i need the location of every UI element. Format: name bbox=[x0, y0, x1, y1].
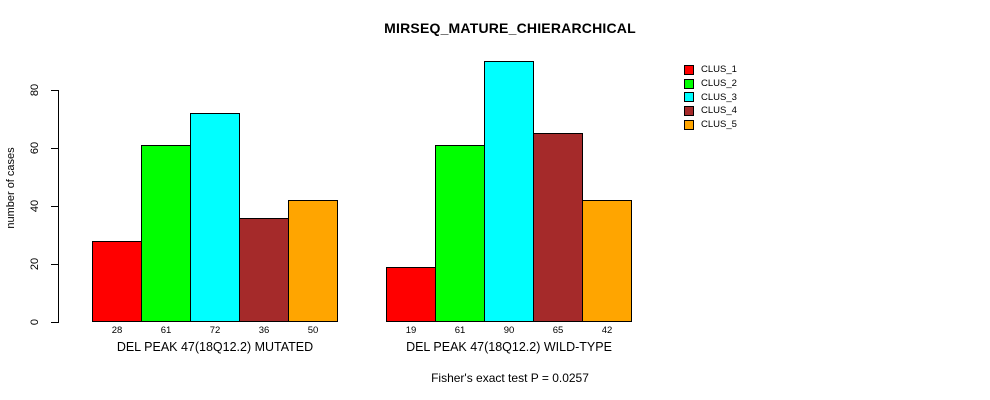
y-axis-label: number of cases bbox=[5, 147, 17, 229]
legend-swatch-clus-4 bbox=[684, 105, 694, 116]
legend-item-clus-3: CLUS_3 bbox=[684, 90, 737, 104]
legend-label-clus-3: CLUS_3 bbox=[701, 91, 737, 103]
bar-clus-3-group-1 bbox=[190, 113, 240, 322]
legend-swatch-clus-1 bbox=[684, 64, 694, 75]
y-tick-label-40: 40 bbox=[29, 199, 41, 213]
bar-value-label-clus-4-group-1: 36 bbox=[258, 325, 270, 336]
group-label-2: DEL PEAK 47(18Q12.2) WILD-TYPE bbox=[406, 340, 612, 354]
y-tick-label-0: 0 bbox=[29, 318, 41, 326]
legend-label-clus-4: CLUS_4 bbox=[701, 105, 737, 117]
bar-value-label-clus-3-group-2: 90 bbox=[503, 325, 515, 336]
legend: CLUS_1 CLUS_2 CLUS_3 CLUS_4 CLUS_5 bbox=[684, 63, 737, 131]
y-tick-label-20: 20 bbox=[29, 257, 41, 271]
y-tick-0 bbox=[51, 322, 58, 323]
legend-item-clus-1: CLUS_1 bbox=[684, 63, 737, 77]
bar-value-label-clus-3-group-1: 72 bbox=[209, 325, 221, 336]
bar-clus-5-group-1 bbox=[288, 200, 338, 322]
legend-label-clus-5: CLUS_5 bbox=[701, 119, 737, 131]
legend-swatch-clus-3 bbox=[684, 92, 694, 103]
legend-item-clus-5: CLUS_5 bbox=[684, 118, 737, 132]
bar-clus-4-group-2 bbox=[533, 133, 583, 322]
fisher-test-annotation: Fisher's exact test P = 0.0257 bbox=[431, 371, 589, 385]
bar-clus-4-group-1 bbox=[239, 218, 289, 322]
y-tick-40 bbox=[51, 206, 58, 207]
legend-label-clus-2: CLUS_2 bbox=[701, 78, 737, 90]
bar-value-label-clus-5-group-2: 42 bbox=[601, 325, 613, 336]
bar-value-label-clus-1-group-1: 28 bbox=[111, 325, 123, 336]
bar-clus-3-group-2 bbox=[484, 61, 534, 322]
legend-item-clus-2: CLUS_2 bbox=[684, 77, 737, 91]
bar-value-label-clus-2-group-1: 61 bbox=[160, 325, 172, 336]
bar-value-label-clus-5-group-1: 50 bbox=[307, 325, 319, 336]
bar-value-label-clus-1-group-2: 19 bbox=[405, 325, 417, 336]
bar-value-label-clus-2-group-2: 61 bbox=[454, 325, 466, 336]
bar-clus-1-group-2 bbox=[386, 267, 436, 322]
legend-swatch-clus-5 bbox=[684, 119, 694, 130]
bar-clus-2-group-1 bbox=[141, 145, 191, 322]
chart-title: MIRSEQ_MATURE_CHIERARCHICAL bbox=[384, 20, 636, 36]
y-tick-60 bbox=[51, 148, 58, 149]
y-tick-label-80: 80 bbox=[29, 83, 41, 97]
legend-item-clus-4: CLUS_4 bbox=[684, 104, 737, 118]
y-tick-label-60: 60 bbox=[29, 141, 41, 155]
y-tick-80 bbox=[51, 90, 58, 91]
y-tick-20 bbox=[51, 264, 58, 265]
bar-clus-5-group-2 bbox=[582, 200, 632, 322]
bar-clus-1-group-1 bbox=[92, 241, 142, 322]
bar-clus-2-group-2 bbox=[435, 145, 485, 322]
y-axis-line bbox=[58, 90, 59, 323]
bar-value-label-clus-4-group-2: 65 bbox=[552, 325, 564, 336]
legend-label-clus-1: CLUS_1 bbox=[701, 64, 737, 76]
legend-swatch-clus-2 bbox=[684, 78, 694, 89]
group-label-1: DEL PEAK 47(18Q12.2) MUTATED bbox=[116, 340, 314, 354]
